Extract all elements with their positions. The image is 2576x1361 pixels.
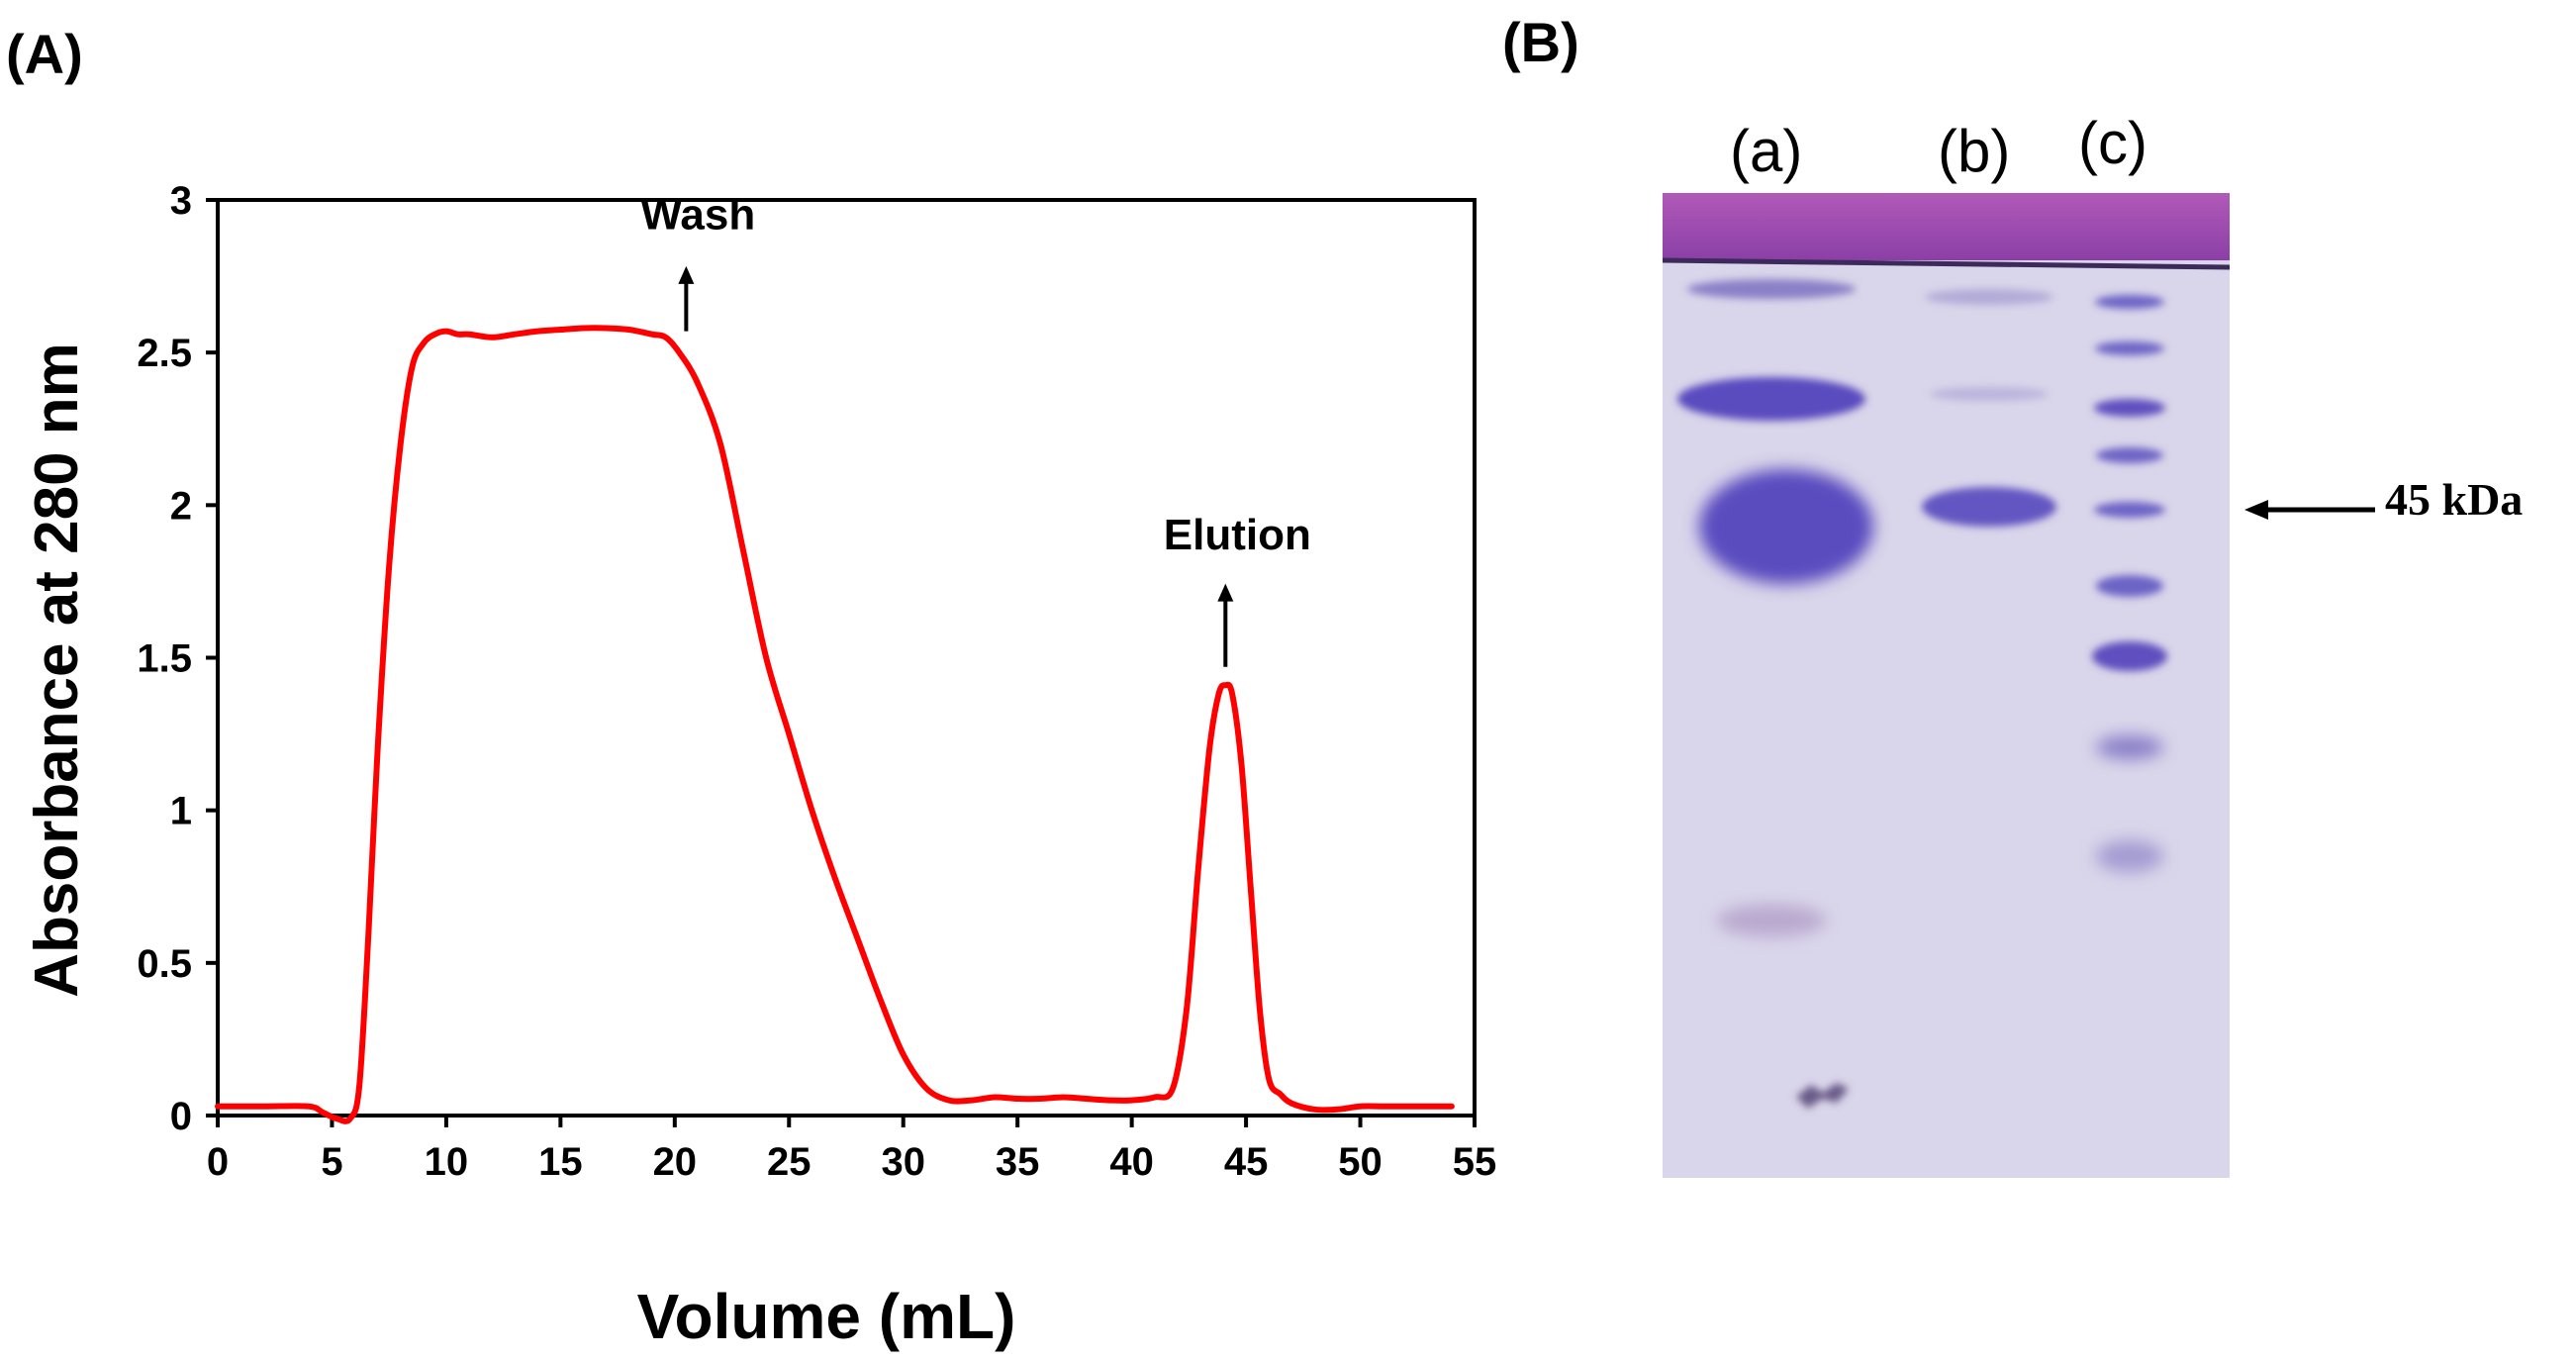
x-tick-label: 15 bbox=[538, 1140, 583, 1184]
y-tick-label: 0 bbox=[170, 1095, 192, 1138]
annotations: Wash Elution bbox=[641, 190, 1311, 667]
gel-top-strip bbox=[1663, 193, 2230, 260]
y-tick-label: 3 bbox=[170, 179, 192, 223]
lane-b-bands bbox=[1922, 289, 2056, 527]
x-tick-label: 0 bbox=[207, 1140, 229, 1184]
plot-frame bbox=[216, 198, 1477, 1118]
x-tick-label: 5 bbox=[321, 1140, 342, 1184]
marker-label: 45 kDa bbox=[2385, 474, 2524, 525]
lane-label-b: (b) bbox=[1938, 118, 2011, 184]
gel-well-line bbox=[1662, 257, 2231, 270]
x-tick-label: 50 bbox=[1338, 1140, 1383, 1184]
x-tick-label: 30 bbox=[881, 1140, 925, 1184]
y-tick-label: 2.5 bbox=[137, 332, 192, 375]
gel-smudge bbox=[1796, 1083, 1849, 1109]
absorbance-line bbox=[215, 325, 1455, 1124]
x-tick-label: 45 bbox=[1224, 1140, 1269, 1184]
lane-label-c: (c) bbox=[2078, 110, 2147, 176]
panel-a-label: (A) bbox=[6, 23, 83, 85]
panel-b-label: (B) bbox=[1502, 11, 1579, 73]
x-axis-ticks: 0 5 10 15 20 25 30 35 40 45 50 55 bbox=[207, 1116, 1496, 1184]
annotation-label: Wash bbox=[641, 190, 756, 239]
x-tick-label: 10 bbox=[425, 1140, 469, 1184]
x-tick-label: 20 bbox=[653, 1140, 698, 1184]
lane-label-a: (a) bbox=[1730, 118, 1803, 184]
y-tick-label: 2 bbox=[170, 484, 192, 528]
annotation-arrow-head bbox=[678, 265, 695, 284]
annotation-arrow-head bbox=[1217, 583, 1234, 602]
y-tick-label: 1.5 bbox=[137, 637, 192, 681]
y-tick-label: 0.5 bbox=[137, 942, 192, 986]
x-axis-label: Volume (mL) bbox=[637, 1281, 1016, 1352]
lane-a-bands bbox=[1677, 279, 1873, 936]
x-tick-label: 55 bbox=[1453, 1140, 1497, 1184]
annotation-label: Elution bbox=[1164, 511, 1311, 559]
marker-arrow bbox=[2244, 500, 2375, 520]
y-tick-label: 1 bbox=[170, 790, 192, 833]
lane-c-ladder bbox=[2092, 295, 2167, 872]
x-tick-label: 35 bbox=[996, 1140, 1040, 1184]
chromatogram-chart: 0 0.5 1 1.5 2 2.5 3 0 5 10 15 20 25 30 35 40 45 50 55 Was… bbox=[23, 179, 1496, 1352]
x-tick-label: 40 bbox=[1109, 1140, 1154, 1184]
y-axis-label: Absorbance at 280 nm bbox=[23, 342, 91, 998]
gel-background bbox=[1663, 193, 2230, 1178]
x-tick-label: 25 bbox=[767, 1140, 811, 1184]
